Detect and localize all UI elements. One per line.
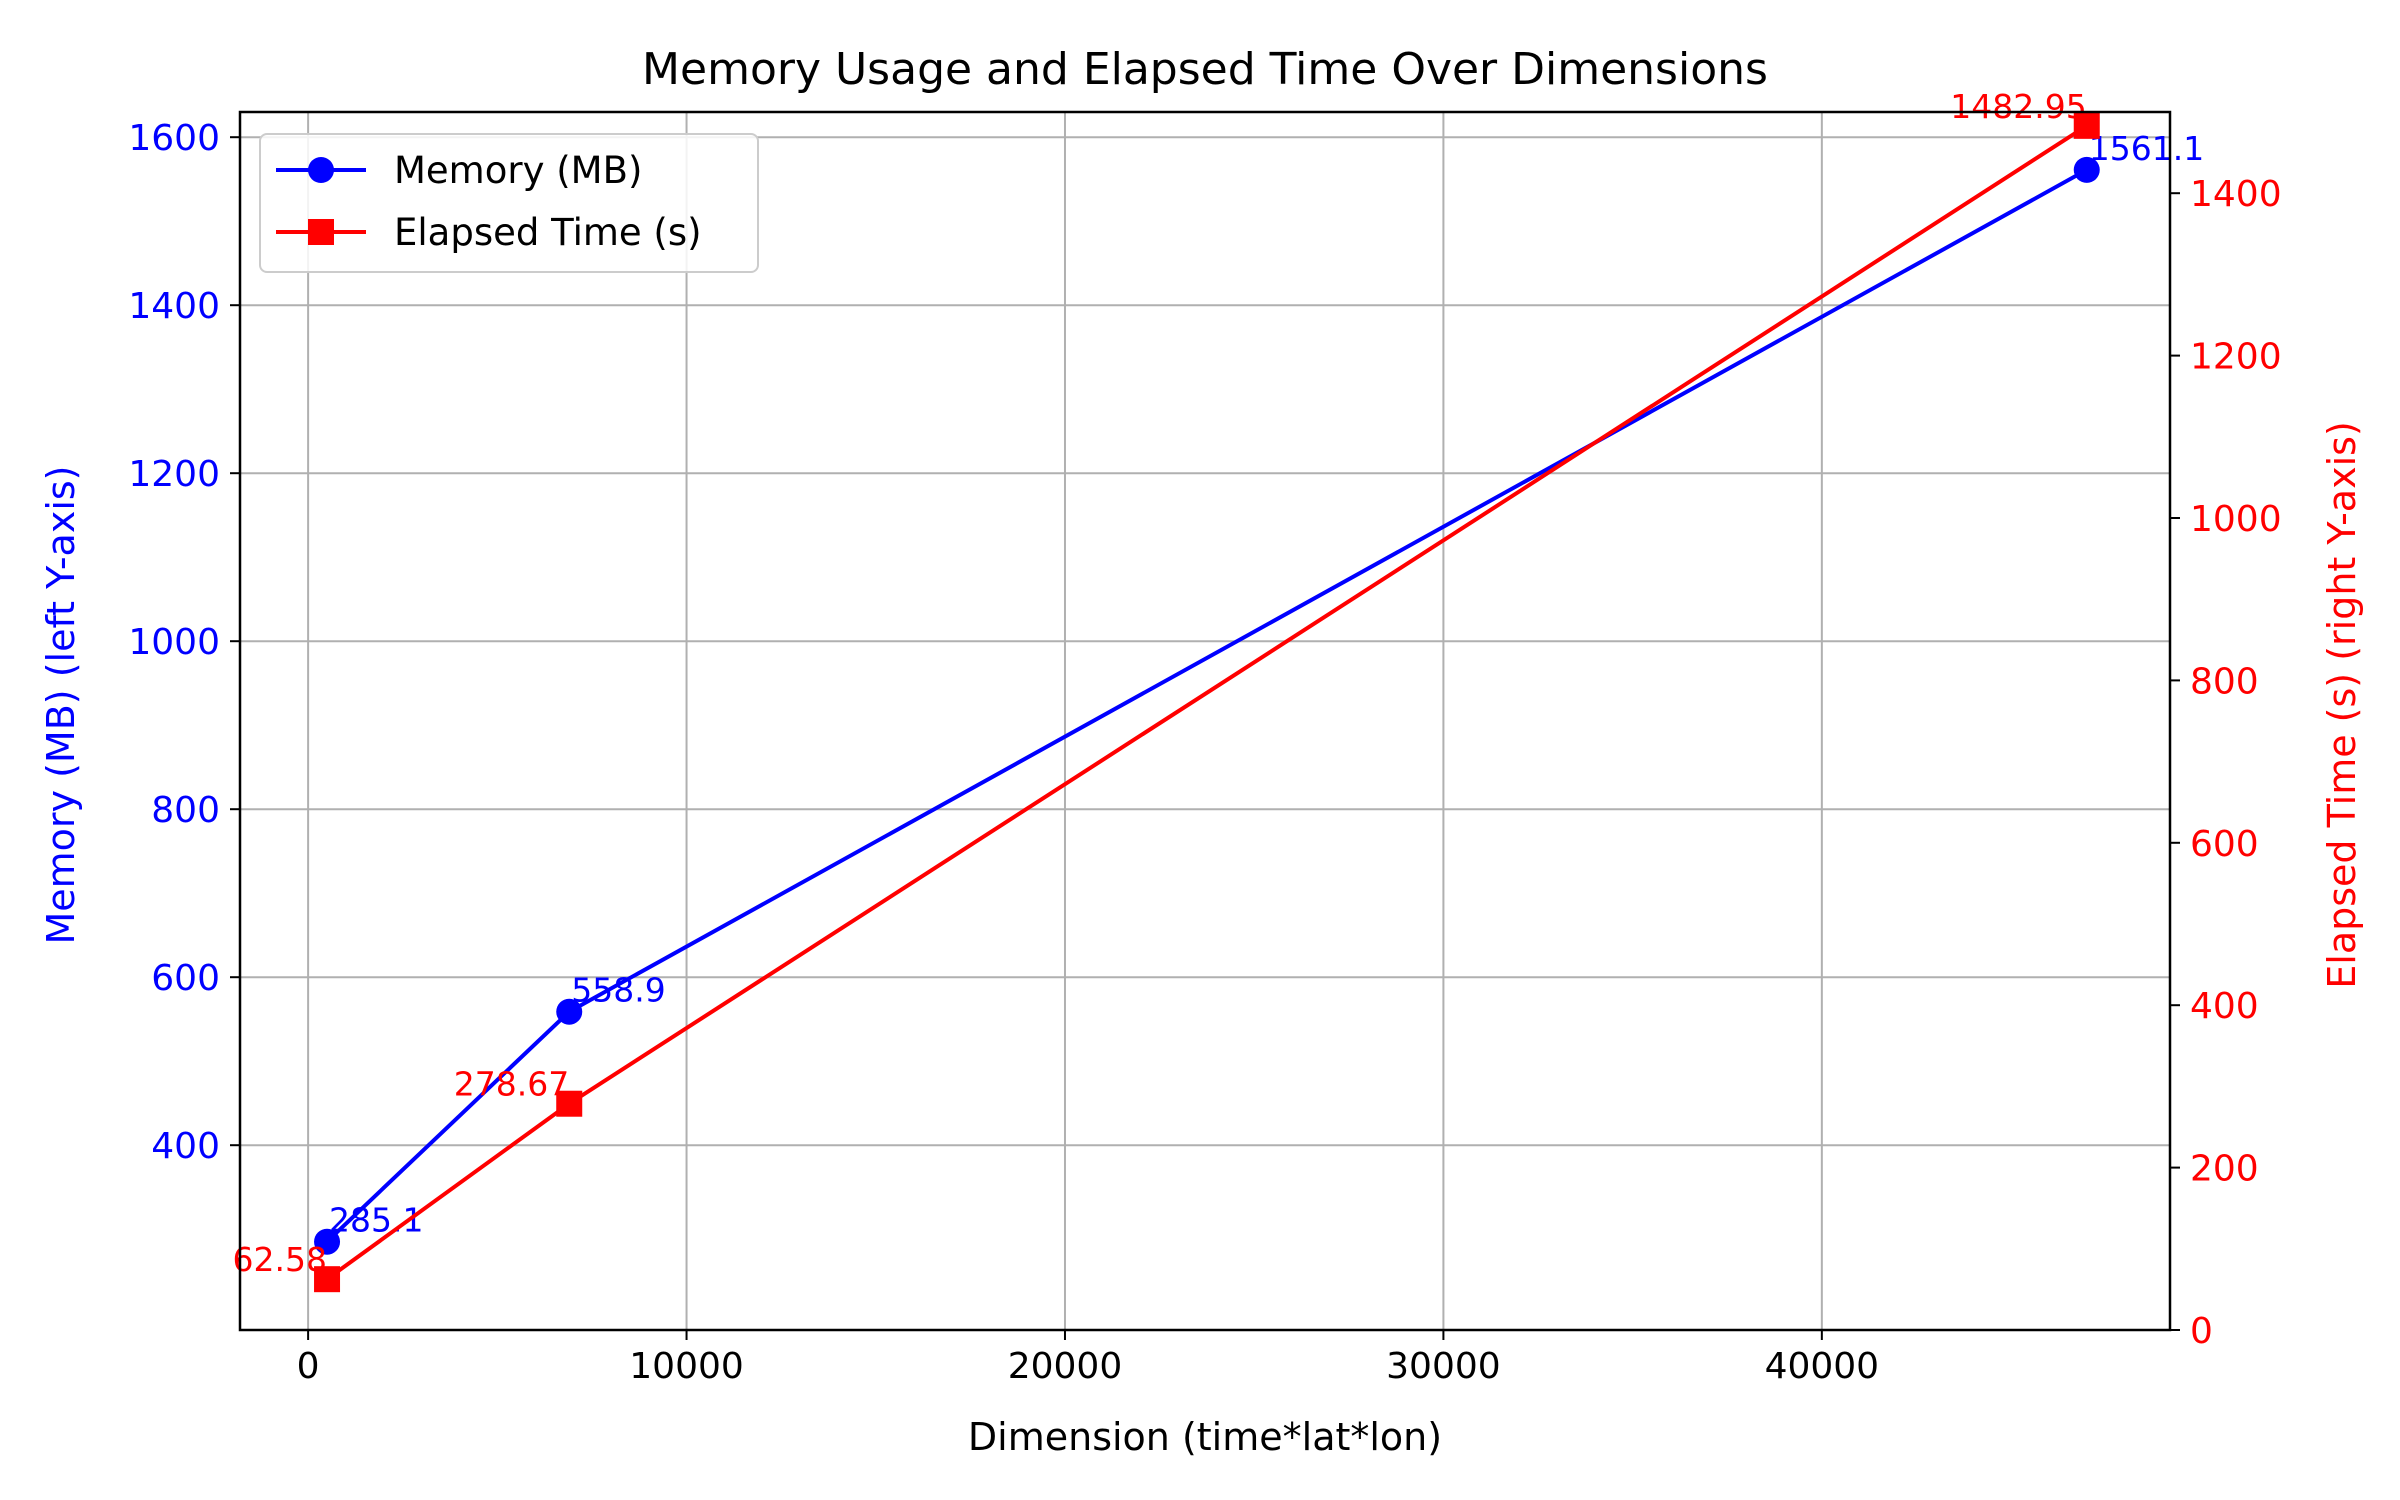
legend: Memory (MB) Elapsed Time (s) <box>259 133 759 273</box>
y-left-tick-label: 1600 <box>128 118 220 159</box>
y-axis-label-right: Elapsed Time (s) (right Y-axis) <box>2320 421 2364 989</box>
y-left-tick-label: 1400 <box>128 286 220 327</box>
y-left-tick-label: 800 <box>151 790 220 831</box>
y-right-tick-label: 600 <box>2190 824 2259 865</box>
y-right-tick-label: 1400 <box>2190 174 2282 215</box>
memory-point <box>2073 156 2100 183</box>
y-right-tick-label: 400 <box>2190 986 2259 1027</box>
legend-time-marker <box>308 219 334 245</box>
x-tick-label: 20000 <box>1008 1346 1123 1387</box>
memory-data-label: 558.9 <box>571 971 665 1010</box>
y-left-tick-label: 1000 <box>128 622 220 663</box>
y-right-tick-label: 1000 <box>2190 499 2282 540</box>
y-right-tick-label: 1200 <box>2190 337 2282 378</box>
y-right-tick-label: 200 <box>2190 1149 2259 1190</box>
legend-box <box>259 133 759 273</box>
plot-frame <box>238 110 2172 1332</box>
elapsed-time-data-label: 62.58 <box>233 1240 327 1279</box>
elapsed-time-data-label: 278.67 <box>454 1065 569 1104</box>
chart-title: Memory Usage and Elapsed Time Over Dimen… <box>642 44 1768 95</box>
x-tick-label: 0 <box>297 1346 320 1387</box>
y-axis-label-left: Memory (MB) (left Y-axis) <box>39 465 83 944</box>
y-left-tick-label: 600 <box>151 958 220 999</box>
y-right-tick-label: 800 <box>2190 661 2259 702</box>
elapsed-time-point <box>2073 112 2100 139</box>
x-tick-label: 10000 <box>629 1346 744 1387</box>
elapsed-time-data-label: 1482.95 <box>1950 87 2086 126</box>
elapsed-time-point <box>314 1266 341 1293</box>
memory-point <box>314 1228 341 1255</box>
legend-memory-label: Memory (MB) <box>394 149 642 192</box>
legend-memory-marker <box>308 157 334 183</box>
x-axis-label: Dimension (time*lat*lon) <box>968 1415 1442 1459</box>
ticks: 0 10000 20000 30000 400004006008001000120014… <box>128 118 2281 1387</box>
grid <box>240 112 2170 1330</box>
x-tick-label: 40000 <box>1765 1346 1880 1387</box>
y-right-tick-label: 0 <box>2190 1311 2213 1352</box>
memory-data-label: 1561.1 <box>2089 129 2204 168</box>
memory-point <box>556 998 583 1025</box>
legend-time-label: Elapsed Time (s) <box>394 211 702 254</box>
elapsed-time-point <box>556 1090 583 1117</box>
y-left-tick-label: 1200 <box>128 454 220 495</box>
y-left-tick-label: 400 <box>151 1126 220 1167</box>
x-tick-label: 30000 <box>1386 1346 1501 1387</box>
